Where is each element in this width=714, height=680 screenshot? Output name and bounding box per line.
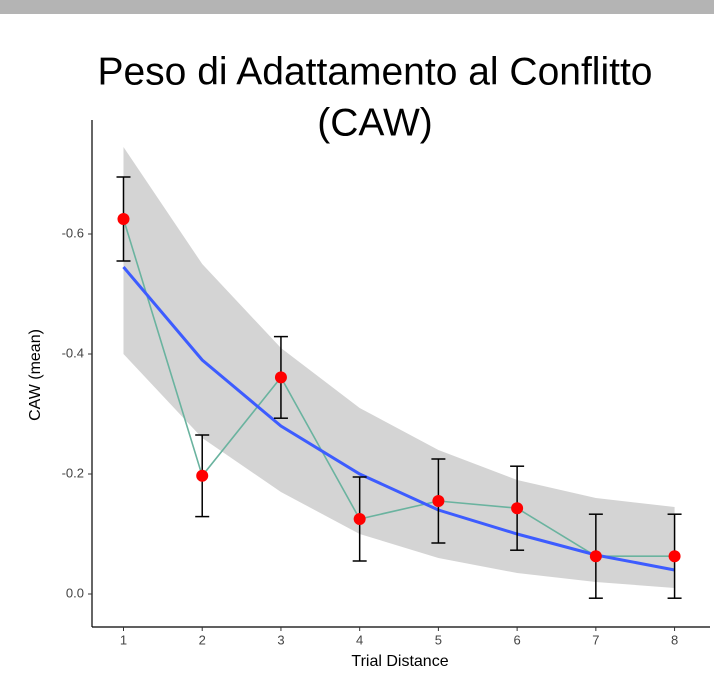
- point: [432, 495, 445, 507]
- data-line: [122, 218, 675, 557]
- point: [511, 502, 524, 515]
- y-tick-label: -0.4: [62, 345, 84, 360]
- x-tick-label: 8: [671, 632, 678, 647]
- point: [668, 550, 681, 563]
- fit-line: [122, 266, 675, 572]
- point: [117, 213, 130, 225]
- x-axis-label: Trial Distance: [351, 653, 448, 670]
- y-tick-label: 0.0: [66, 585, 84, 600]
- y-tick-label: -0.6: [62, 225, 84, 240]
- top-bar: [0, 0, 714, 14]
- y-tick-label: -0.2: [62, 465, 84, 480]
- x-tick-label: 6: [514, 632, 521, 647]
- x-tick-label: 3: [277, 632, 284, 647]
- y-axis-label: CAW (mean): [27, 329, 44, 421]
- x-tick-label: 2: [199, 632, 206, 647]
- x-tick-label: 4: [356, 632, 363, 647]
- point: [353, 513, 366, 525]
- point: [196, 469, 209, 482]
- point: [274, 371, 287, 384]
- x-tick-label: 5: [435, 632, 442, 647]
- x-tick-label: 1: [120, 632, 127, 647]
- confidence-band: [123, 147, 675, 588]
- chart-title: (CAW): [317, 101, 433, 144]
- point: [589, 550, 602, 563]
- chart-title: Peso di Adattamento al Conflitto: [97, 50, 652, 93]
- x-tick-label: 7: [592, 632, 599, 647]
